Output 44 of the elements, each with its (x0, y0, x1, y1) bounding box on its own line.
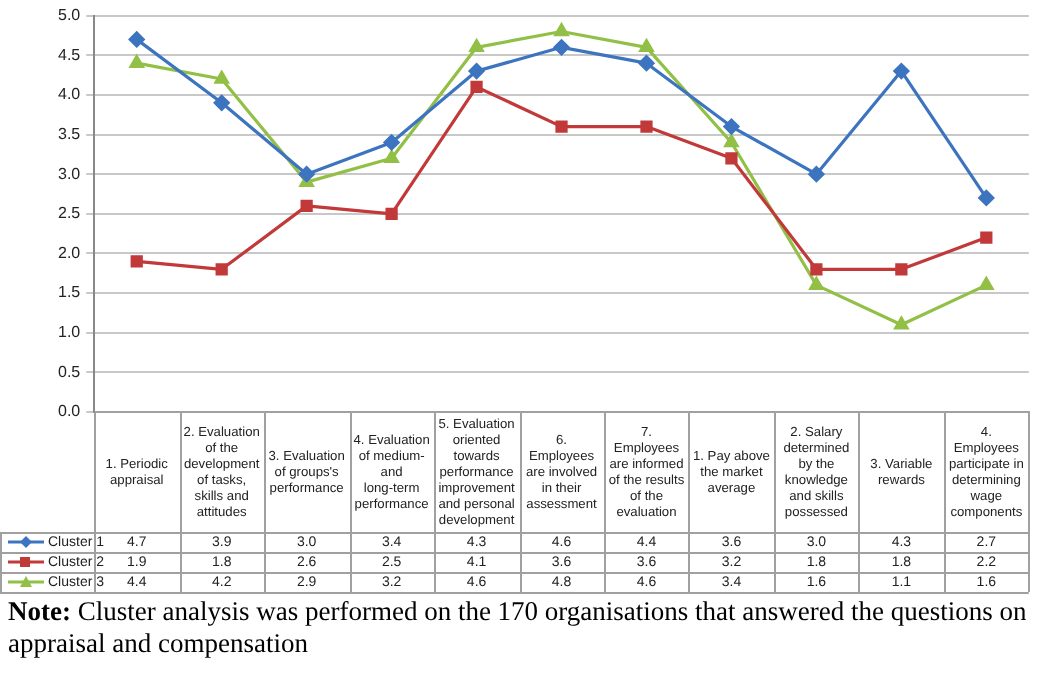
y-tick-label: 3.0 (57, 164, 82, 183)
point (128, 31, 145, 48)
y-tick-label: 1.0 (57, 323, 82, 342)
text: Note: Cluster analysis was performed on the 170 organisations that answered the questions on appraisal and compensation (8, 596, 1029, 660)
point (129, 55, 144, 68)
point (725, 152, 738, 165)
y-tick-label: 2.5 (57, 204, 82, 223)
point (213, 94, 230, 111)
point (468, 63, 485, 80)
point (553, 39, 570, 56)
point (895, 263, 908, 276)
point (639, 39, 654, 53)
point (470, 80, 483, 94)
y-tick-label: 2.0 (57, 243, 82, 262)
point (385, 207, 398, 220)
point (808, 166, 825, 183)
point (809, 277, 824, 290)
point (214, 71, 229, 84)
y-tick-label: 3.5 (57, 124, 82, 143)
point (300, 199, 313, 212)
point (555, 120, 568, 133)
point (384, 150, 399, 164)
y-tick-label: 4.5 (57, 45, 82, 64)
point (554, 23, 569, 37)
y-tick-label: 4.0 (57, 85, 82, 104)
y-tick-label: 1.5 (57, 283, 82, 302)
point (810, 263, 823, 276)
point (723, 118, 740, 135)
y-tick-label: 0.5 (57, 362, 82, 381)
point (640, 120, 653, 133)
point (979, 277, 994, 290)
point (978, 189, 995, 206)
point (298, 166, 315, 183)
point (215, 263, 228, 276)
point (469, 39, 484, 53)
point (638, 55, 655, 72)
point (980, 231, 993, 244)
point (724, 134, 739, 148)
point (130, 255, 143, 268)
point (894, 316, 909, 330)
point (893, 63, 910, 80)
y-tick-label: 5.0 (57, 6, 82, 25)
point (383, 134, 400, 151)
y-tick-label: 0.0 (57, 402, 82, 421)
